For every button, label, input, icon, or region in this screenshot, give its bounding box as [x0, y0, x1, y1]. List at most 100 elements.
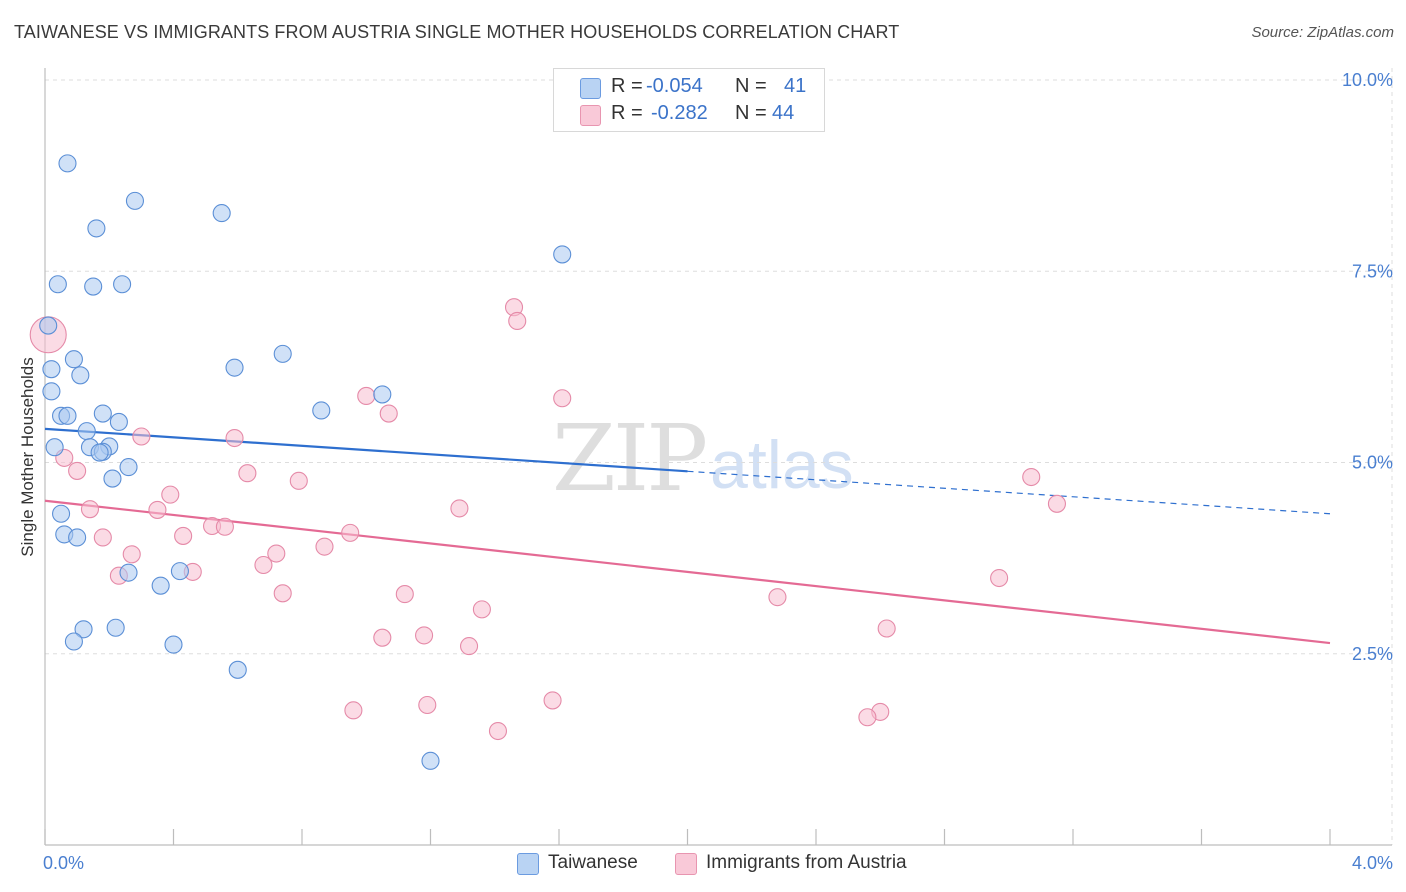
correlation-legend: R = -0.054 N = 41 R = -0.282 N = 44	[553, 68, 825, 132]
austria-point	[148, 500, 167, 519]
taiwanese-point	[225, 358, 244, 377]
y-tick-label: 2.5%	[1352, 644, 1393, 664]
legend-swatch-pink	[580, 105, 601, 126]
austria-point	[543, 691, 562, 710]
austria-point	[1022, 467, 1041, 487]
y-tick-labels: 2.5% 5.0% 7.5% 10.0%	[1342, 70, 1393, 664]
austria-point	[379, 404, 398, 423]
austria-point	[472, 600, 491, 619]
x-tick-label: 4.0%	[1352, 853, 1393, 873]
austria-point	[254, 555, 273, 575]
austria-point	[93, 528, 112, 547]
austria-point	[488, 721, 508, 741]
austria-point	[225, 428, 244, 448]
bottom-legend-label: Taiwanese	[548, 852, 638, 873]
taiwanese-point	[74, 620, 93, 639]
taiwanese-point	[273, 344, 292, 363]
taiwanese-point	[103, 469, 122, 488]
source-credit: Source: ZipAtlas.com	[1251, 24, 1394, 41]
taiwanese-trend-extension	[687, 470, 1331, 515]
taiwanese-point	[119, 458, 138, 477]
bottom-legend-swatch-blue	[517, 853, 539, 875]
taiwanese-point	[71, 366, 90, 385]
bottom-legend-label: Immigrants from Austria	[706, 852, 907, 873]
taiwanese-point	[312, 401, 331, 420]
taiwanese-point	[164, 635, 183, 654]
austria-point	[215, 517, 234, 536]
austria-point	[267, 544, 286, 563]
taiwanese-point	[212, 204, 231, 223]
austria-point	[508, 311, 527, 331]
austria-point	[132, 427, 151, 446]
austria-point	[553, 389, 572, 408]
legend-n-label: N =	[735, 75, 767, 97]
austria-point	[161, 485, 180, 504]
taiwanese-point	[93, 404, 112, 423]
taiwanese-point	[87, 219, 106, 238]
legend-r-value: -0.054	[646, 75, 703, 97]
austria-point	[459, 637, 479, 656]
taiwanese-point	[68, 528, 87, 547]
legend-r-label: R =	[611, 102, 643, 124]
gridlines	[45, 68, 1393, 845]
austria-point	[315, 537, 334, 556]
taiwanese-point	[151, 576, 170, 595]
austria-point	[418, 695, 437, 715]
axes	[44, 68, 1392, 846]
taiwanese-point	[84, 277, 103, 296]
x-tick-labels: 0.0% 4.0%	[43, 853, 1393, 873]
austria-point	[344, 701, 363, 720]
taiwanese-point	[64, 350, 83, 369]
taiwanese-point	[90, 443, 109, 462]
watermark-atlas: atlas	[710, 427, 854, 503]
austria-point	[395, 585, 414, 604]
taiwanese-point	[125, 191, 144, 210]
austria-point	[990, 568, 1009, 588]
taiwanese-point	[45, 438, 64, 457]
legend-swatch-blue	[580, 78, 601, 99]
austria-point	[877, 619, 896, 638]
austria-point	[174, 526, 193, 545]
taiwanese-point	[228, 660, 247, 679]
austria-point	[768, 588, 787, 607]
taiwanese-point	[52, 504, 71, 523]
austria-point	[858, 708, 877, 727]
watermark-zip: ZIP	[552, 405, 705, 512]
y-tick-label: 5.0%	[1352, 453, 1393, 473]
taiwanese-point	[42, 360, 61, 379]
austria-trend-line	[44, 499, 1331, 645]
taiwanese-point	[64, 632, 83, 651]
austria-point	[415, 626, 434, 645]
austria-point	[341, 523, 360, 542]
trend-lines	[44, 427, 1331, 645]
taiwanese-point	[373, 385, 392, 404]
taiwanese-point	[170, 562, 189, 581]
data-points	[29, 154, 1066, 770]
taiwanese-point	[42, 382, 61, 401]
austria-point	[357, 386, 376, 405]
legend-r-value: -0.282	[651, 102, 708, 124]
legend-n-value: 44	[772, 102, 795, 124]
taiwanese-point	[113, 275, 132, 294]
austria-point	[273, 584, 292, 603]
chart-title: TAIWANESE VS IMMIGRANTS FROM AUSTRIA SIN…	[14, 22, 900, 42]
taiwanese-point	[106, 618, 125, 637]
austria-point	[373, 628, 392, 647]
taiwanese-point	[119, 563, 138, 582]
austria-point	[1047, 494, 1066, 513]
austria-point	[68, 461, 87, 480]
austria-point	[122, 545, 141, 564]
austria-point	[289, 471, 308, 490]
taiwanese-point	[109, 412, 128, 432]
y-tick-label: 10.0%	[1342, 70, 1393, 90]
legend-n-label: N =	[735, 102, 767, 124]
taiwanese-point	[77, 422, 96, 441]
taiwanese-trend-line	[44, 427, 688, 473]
taiwanese-point	[58, 406, 77, 425]
x-tick-label: 0.0%	[43, 853, 84, 873]
taiwanese-point	[421, 751, 440, 770]
austria-point	[80, 500, 100, 519]
austria-point	[450, 499, 469, 518]
watermark: ZIP atlas	[552, 405, 854, 512]
